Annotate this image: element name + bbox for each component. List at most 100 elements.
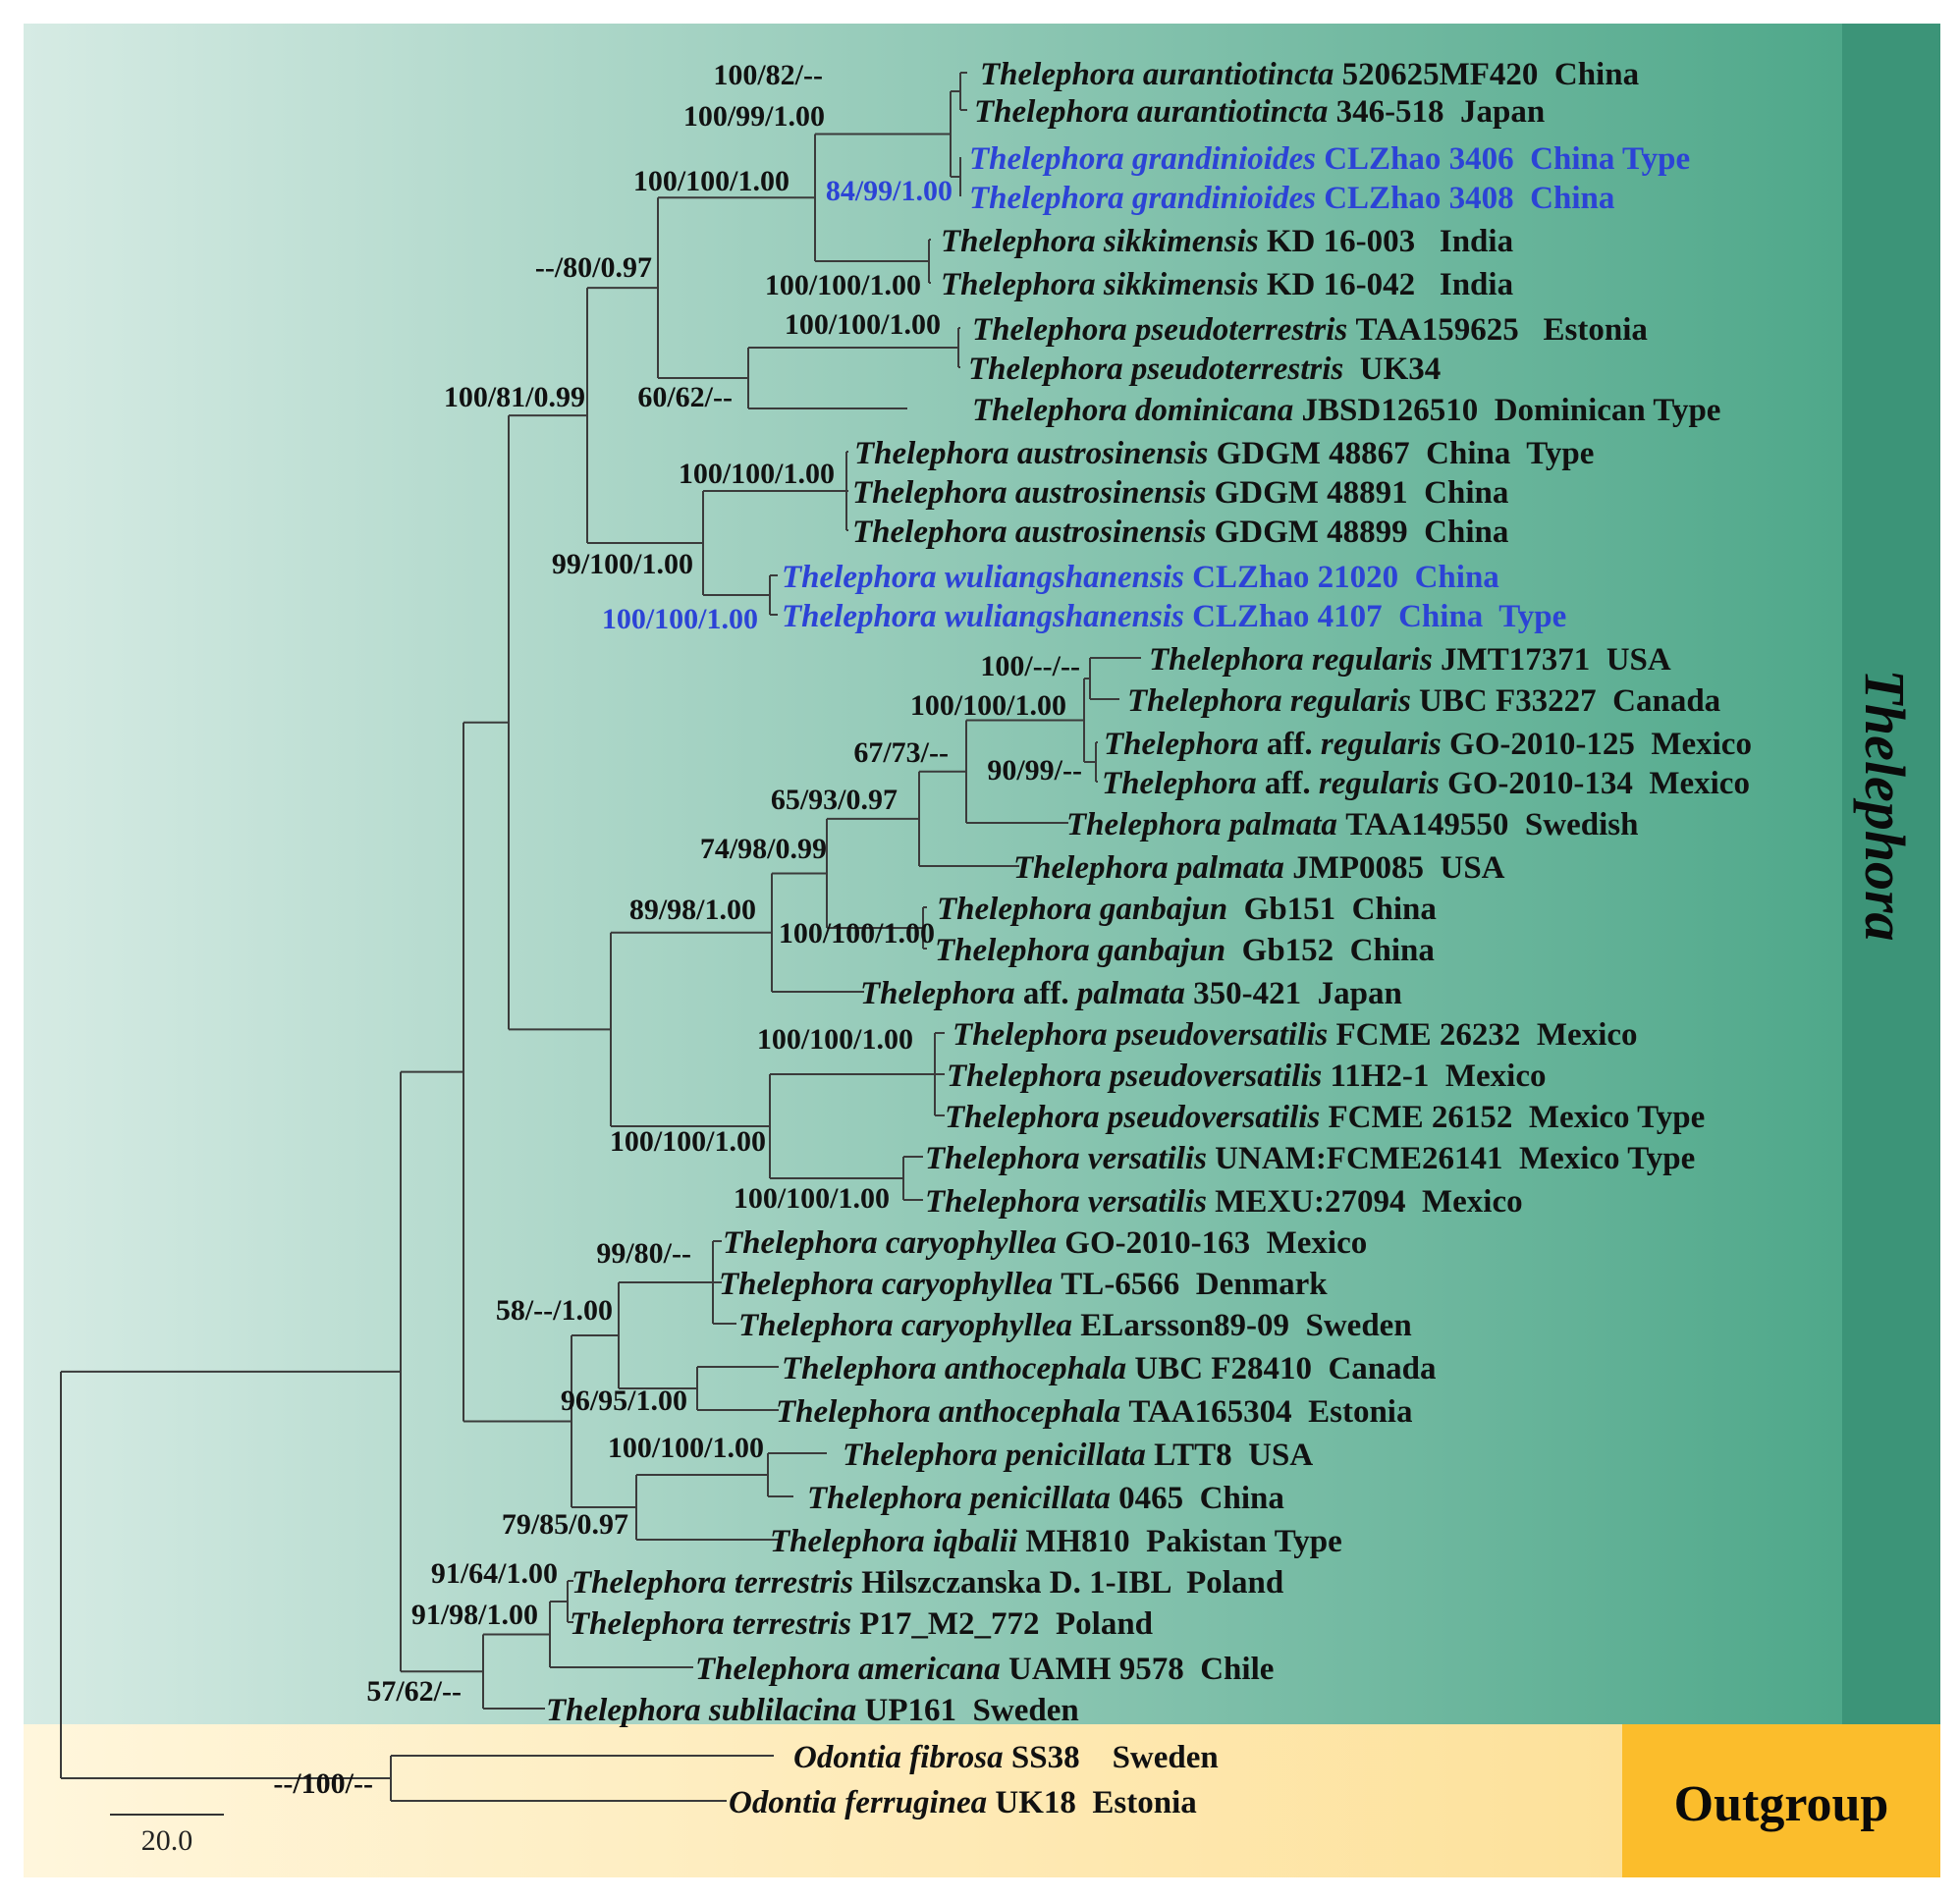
ingroup-band xyxy=(1842,24,1940,1724)
taxon-label-t15: Thelephora regularis JMT17371 USA xyxy=(1149,642,1671,678)
taxon-part: GO-2010-134 Mexico xyxy=(1447,766,1750,801)
taxon-part: Thelephora xyxy=(968,352,1131,387)
taxon-part: FCME 26152 Mexico Type xyxy=(1329,1100,1706,1135)
taxon-label-t21: Thelephora ganbajun Gb151 China xyxy=(937,892,1437,927)
taxon-part: Thelephora xyxy=(941,224,1104,259)
outgroup-band xyxy=(1622,1724,1940,1877)
support-value-n20: 100/100/1.00 xyxy=(779,917,935,950)
taxon-part: GDGM 48899 China xyxy=(1215,515,1509,550)
taxon-part: JBSD126510 Dominican Type xyxy=(1302,393,1721,428)
taxon-part: Thelephora xyxy=(770,1524,933,1559)
taxon-part: Hilszczanska D. 1-IBL Poland xyxy=(861,1565,1283,1601)
taxon-label-t37: Thelephora terrestris Hilszczanska D. 1-… xyxy=(572,1565,1283,1601)
support-value-n27: 100/100/1.00 xyxy=(608,1432,764,1464)
support-value-n12: 100/100/1.00 xyxy=(602,603,758,635)
support-value-n5: --/80/0.97 xyxy=(535,251,652,284)
taxon-part: SS38 Sweden xyxy=(1011,1740,1219,1775)
taxon-part: pseudoversatilis xyxy=(1113,1017,1336,1053)
taxon-part: CLZhao 21020 China xyxy=(1192,560,1499,595)
taxon-label-t9: Thelephora dominicana JBSD126510 Dominic… xyxy=(972,393,1720,428)
taxon-part: fibrosa xyxy=(909,1740,1011,1775)
taxon-part: palmata xyxy=(1226,807,1345,842)
taxon-part: Thelephora xyxy=(546,1693,709,1728)
taxon-label-t42: Odontia ferruginea UK18 Estonia xyxy=(729,1785,1197,1820)
taxon-part: sikkimensis xyxy=(1103,224,1267,259)
taxon-part: UNAM:FCME26141 Mexico Type xyxy=(1215,1141,1695,1176)
taxon-part: Thelephora xyxy=(782,599,945,634)
taxon-part: Gb151 China xyxy=(1235,892,1436,927)
taxon-part: Thelephora xyxy=(852,475,1015,511)
taxon-part: ELarsson89-09 Sweden xyxy=(1080,1308,1411,1343)
taxon-part: Thelephora xyxy=(972,312,1135,348)
taxon-part: wuliangshanensis xyxy=(945,599,1192,634)
taxon-label-t39: Thelephora americana UAMH 9578 Chile xyxy=(695,1652,1274,1687)
support-value-n14: 100/100/1.00 xyxy=(910,689,1066,722)
taxon-part: aurantiotincta xyxy=(1143,57,1342,92)
taxon-label-t5: Thelephora sikkimensis KD 16-003 India xyxy=(941,224,1513,259)
taxon-label-t6: Thelephora sikkimensis KD 16-042 India xyxy=(941,267,1513,302)
taxon-part: UK34 xyxy=(1352,352,1442,387)
taxon-label-t23: Thelephora aff. palmata 350-421 Japan xyxy=(860,976,1402,1011)
taxon-part: Thelephora xyxy=(947,1059,1110,1094)
support-value-n7: 100/100/1.00 xyxy=(785,308,941,341)
taxon-part: ganbajun xyxy=(1097,933,1233,968)
taxon-part: Thelephora xyxy=(738,1308,901,1343)
taxon-part: TAA165304 Estonia xyxy=(1128,1394,1412,1430)
taxon-part: UBC F28410 Canada xyxy=(1134,1351,1436,1386)
taxon-part: GDGM 48867 China Type xyxy=(1217,436,1595,471)
taxon-part: Thelephora xyxy=(852,515,1015,550)
support-value-n11: 99/100/1.00 xyxy=(552,548,693,580)
taxon-part: caryophyllea xyxy=(901,1308,1080,1343)
taxon-part: Thelephora xyxy=(782,560,945,595)
taxon-label-t29: Thelephora caryophyllea GO-2010-163 Mexi… xyxy=(723,1225,1367,1261)
taxon-label-t27: Thelephora versatilis UNAM:FCME26141 Mex… xyxy=(925,1141,1695,1176)
support-value-n18: 74/98/0.99 xyxy=(700,833,827,865)
taxon-part: austrosinensis xyxy=(1017,436,1217,471)
taxon-part: MH810 Pakistan Type xyxy=(1025,1524,1341,1559)
taxon-part: Thelephora xyxy=(974,94,1137,130)
taxon-part: Thelephora xyxy=(572,1565,735,1601)
taxon-part: grandinioides xyxy=(1131,141,1324,177)
taxon-part: pseudoversatilis xyxy=(1107,1059,1331,1094)
taxon-label-t11: Thelephora austrosinensis GDGM 48891 Chi… xyxy=(852,475,1508,511)
taxon-part: americana xyxy=(858,1652,1008,1687)
taxon-part: LTT8 USA xyxy=(1154,1438,1313,1473)
support-value-n10: 100/100/1.00 xyxy=(679,458,835,490)
taxon-part: Thelephora xyxy=(723,1225,886,1261)
taxon-part: penicillata xyxy=(1003,1438,1154,1473)
taxon-label-t26: Thelephora pseudoversatilis FCME 26152 M… xyxy=(945,1100,1705,1135)
taxon-label-t36: Thelephora iqbalii MH810 Pakistan Type xyxy=(770,1524,1342,1559)
taxon-part: versatilis xyxy=(1088,1141,1215,1176)
taxon-part: 350-421 Japan xyxy=(1193,976,1402,1011)
taxon-part: ferruginea xyxy=(844,1785,995,1820)
taxon-part: regularis xyxy=(1319,766,1447,801)
taxon-label-t19: Thelephora palmata TAA149550 Swedish xyxy=(1066,807,1638,842)
taxon-part: Thelephora xyxy=(860,976,1023,1011)
taxon-part: 11H2-1 Mexico xyxy=(1331,1059,1547,1094)
taxon-part: Thelephora xyxy=(1127,683,1290,719)
support-value-n31: 57/62/-- xyxy=(366,1675,462,1708)
taxon-part: Thelephora xyxy=(843,1438,1006,1473)
taxon-part: terrestris xyxy=(733,1606,859,1642)
taxon-part: sublilacina xyxy=(708,1693,865,1728)
taxon-label-t24: Thelephora pseudoversatilis FCME 26232 M… xyxy=(953,1017,1638,1053)
taxon-part: Thelephora xyxy=(782,1351,945,1386)
taxon-part: caryophyllea xyxy=(882,1267,1061,1302)
support-value-n22: 100/100/1.00 xyxy=(610,1125,766,1158)
taxon-part: Thelephora xyxy=(937,892,1100,927)
taxon-label-t34: Thelephora penicillata LTT8 USA xyxy=(843,1438,1313,1473)
taxon-label-t13: Thelephora wuliangshanensis CLZhao 21020… xyxy=(782,560,1499,595)
taxon-label-t31: Thelephora caryophyllea ELarsson89-09 Sw… xyxy=(738,1308,1412,1343)
taxon-part: Thelephora xyxy=(969,141,1132,177)
taxon-part: 520625MF420 China xyxy=(1342,57,1640,92)
taxon-label-t40: Thelephora sublilacina UP161 Sweden xyxy=(546,1693,1079,1728)
taxon-part: Thelephora xyxy=(854,436,1017,471)
taxon-part: GDGM 48891 China xyxy=(1215,475,1509,511)
taxon-part: FCME 26232 Mexico xyxy=(1336,1017,1638,1053)
ingroup-background xyxy=(24,24,1842,1724)
support-value-n17: 65/93/0.97 xyxy=(771,784,898,816)
support-value-n2: 100/99/1.00 xyxy=(683,100,825,133)
taxon-part: CLZhao 3408 China xyxy=(1324,181,1614,216)
taxon-label-t32: Thelephora anthocephala UBC F28410 Canad… xyxy=(782,1351,1437,1386)
